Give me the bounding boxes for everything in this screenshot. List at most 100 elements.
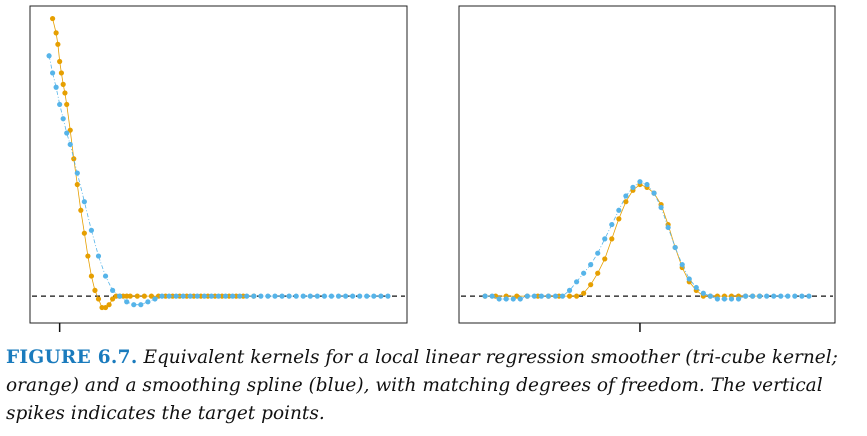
data-point-blue	[314, 293, 320, 299]
series-orange	[49, 15, 257, 311]
data-point-blue	[750, 293, 756, 299]
data-point-blue	[545, 293, 552, 299]
data-point-orange	[127, 293, 133, 299]
data-point-blue	[559, 293, 566, 299]
data-point-blue	[230, 293, 236, 299]
data-point-blue	[658, 204, 664, 211]
data-point-blue	[623, 193, 629, 199]
data-point-blue	[538, 293, 545, 299]
data-point-blue	[609, 221, 615, 228]
data-point-blue	[482, 293, 488, 299]
data-point-orange	[85, 253, 91, 259]
data-point-orange	[78, 207, 84, 213]
data-point-orange	[595, 270, 601, 276]
series-blue	[482, 179, 812, 302]
panel-2	[458, 5, 836, 332]
data-point-blue	[637, 179, 643, 185]
data-point-blue	[517, 296, 523, 302]
data-point-blue	[81, 199, 87, 205]
data-point-blue	[166, 293, 172, 299]
data-point-blue	[152, 296, 158, 302]
data-point-blue	[496, 296, 502, 302]
data-point-orange	[60, 81, 66, 87]
caption-text: Equivalent kernels for a local linear re…	[6, 347, 838, 424]
series-blue	[46, 53, 391, 308]
data-point-blue	[728, 296, 735, 302]
data-point-blue	[124, 299, 130, 305]
data-point-blue	[286, 293, 292, 299]
data-point-blue	[88, 227, 95, 233]
data-point-blue	[524, 293, 530, 299]
data-point-orange	[95, 296, 102, 302]
data-point-blue	[342, 293, 349, 299]
data-point-orange	[49, 15, 56, 22]
data-point-orange	[62, 90, 68, 96]
data-point-blue	[258, 293, 264, 299]
data-point-orange	[64, 101, 70, 108]
data-point-blue	[194, 293, 200, 299]
data-point-blue	[272, 293, 278, 299]
data-point-blue	[102, 273, 109, 279]
data-point-blue	[307, 293, 313, 299]
data-point-blue	[735, 296, 742, 302]
data-point-orange	[134, 293, 140, 299]
data-point-blue	[67, 141, 73, 148]
data-point-blue	[581, 270, 587, 276]
data-point-blue	[707, 293, 713, 299]
data-point-blue	[693, 284, 699, 291]
data-point-orange	[106, 302, 112, 308]
data-point-blue	[350, 293, 356, 299]
data-point-blue	[714, 296, 721, 302]
data-point-blue	[616, 207, 622, 213]
data-point-blue	[552, 293, 559, 299]
data-point-orange	[92, 287, 98, 293]
data-point-blue	[215, 293, 222, 299]
data-point-blue	[792, 293, 798, 299]
data-point-blue	[679, 262, 685, 268]
data-point-orange	[566, 293, 573, 299]
data-point-orange	[609, 236, 615, 242]
data-point-blue	[686, 276, 692, 282]
data-point-orange	[574, 293, 580, 299]
data-point-orange	[81, 230, 87, 236]
data-point-blue	[335, 293, 342, 299]
data-point-orange	[148, 293, 155, 299]
data-point-blue	[57, 101, 63, 108]
data-point-blue	[764, 293, 770, 299]
figure-caption: FIGURE 6.7. Equivalent kernels for a loc…	[6, 344, 864, 428]
data-point-blue	[371, 293, 377, 299]
data-point-blue	[503, 296, 509, 302]
figure-panels	[29, 5, 836, 332]
series-line-orange	[52, 18, 254, 309]
data-point-blue	[799, 293, 805, 299]
data-point-blue	[265, 293, 271, 299]
data-point-blue	[602, 236, 608, 242]
data-point-blue	[74, 170, 80, 176]
data-point-blue	[595, 250, 601, 256]
data-point-blue	[46, 53, 52, 59]
data-point-orange	[110, 296, 116, 302]
data-point-blue	[785, 293, 791, 299]
data-point-blue	[300, 293, 306, 299]
data-point-blue	[173, 293, 179, 299]
data-point-blue	[771, 293, 777, 299]
data-point-blue	[49, 70, 56, 76]
data-point-blue	[180, 293, 186, 299]
data-point-orange	[67, 127, 73, 133]
panel-frame	[29, 5, 408, 324]
data-point-blue	[244, 293, 250, 299]
data-point-orange	[602, 256, 608, 262]
data-point-blue	[357, 293, 363, 299]
series-line-orange	[485, 184, 760, 297]
data-point-blue	[53, 84, 59, 90]
data-point-orange	[74, 181, 80, 188]
data-point-orange	[141, 293, 147, 299]
data-point-orange	[55, 41, 61, 47]
data-point-blue	[665, 224, 671, 231]
data-point-blue	[237, 293, 243, 299]
data-point-blue	[757, 293, 763, 299]
data-point-blue	[117, 293, 123, 299]
data-point-blue	[630, 184, 636, 190]
data-point-blue	[672, 244, 678, 251]
data-point-orange	[514, 293, 520, 299]
